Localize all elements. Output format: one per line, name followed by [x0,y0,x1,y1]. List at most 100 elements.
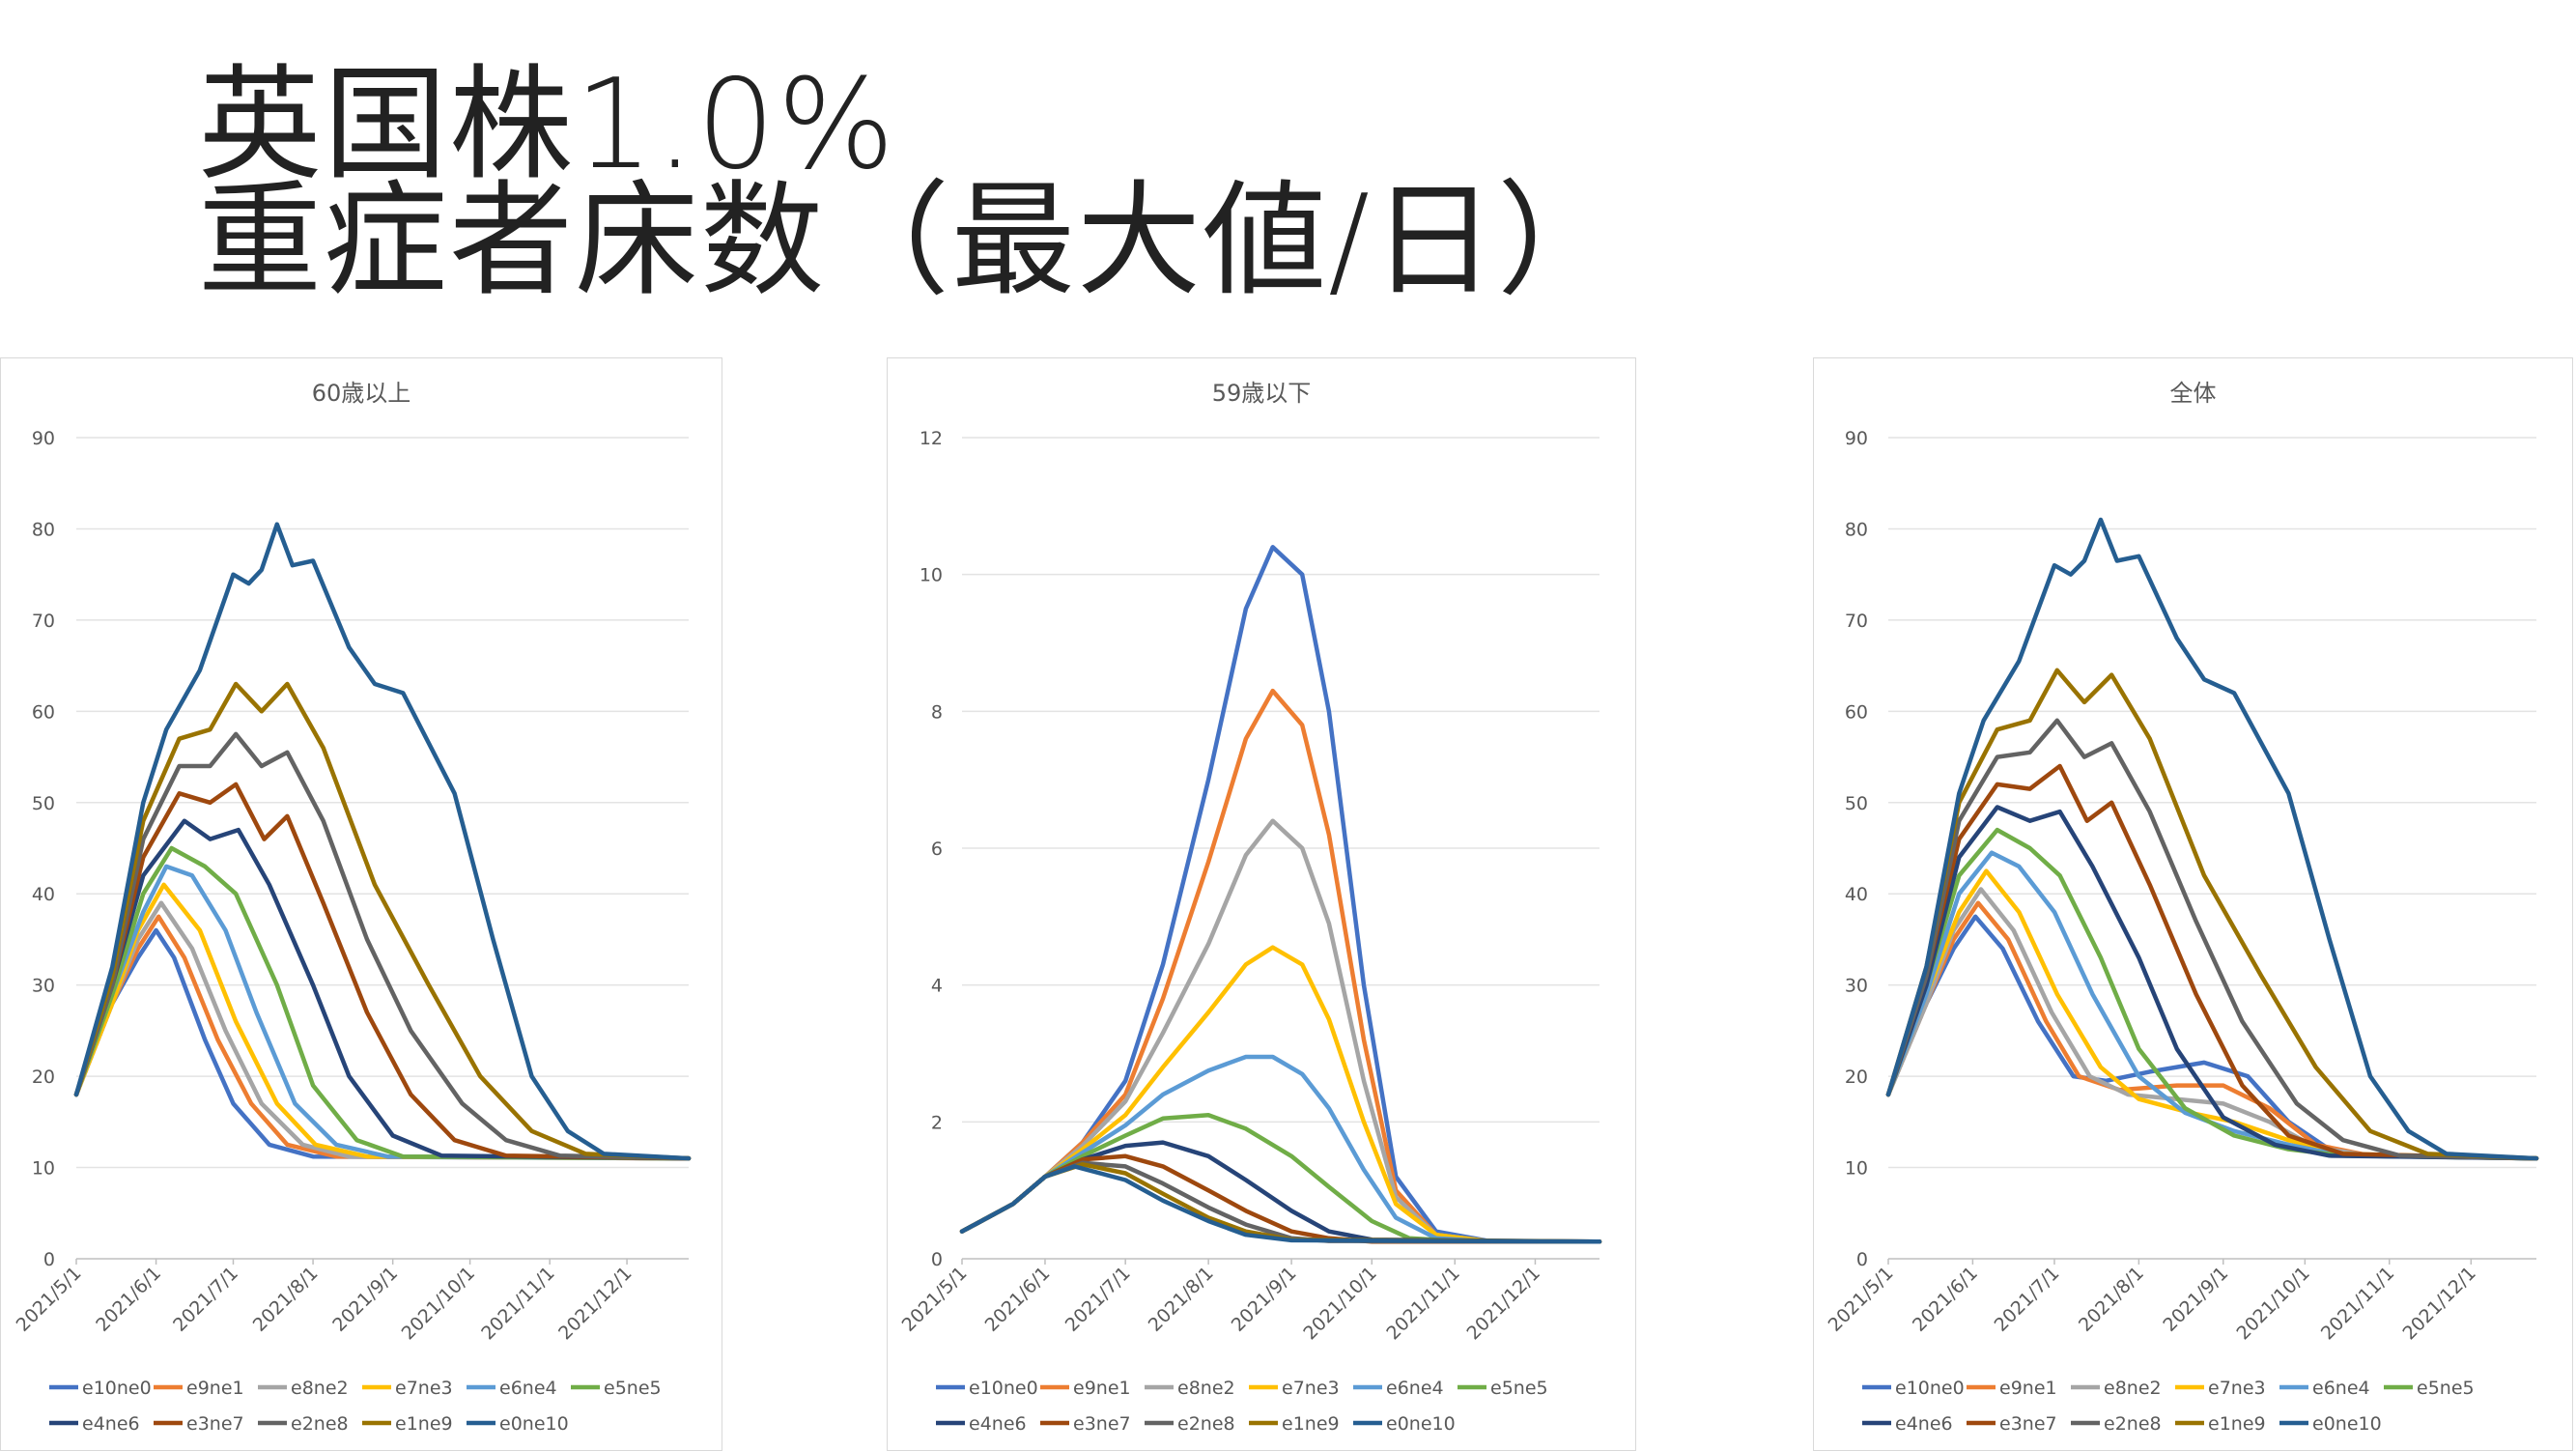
legend-label: e8ne2 [2104,1378,2162,1399]
legend-label: e9ne1 [1073,1378,1131,1399]
y-tick-label: 4 [931,976,943,997]
y-tick-label: 10 [920,565,943,586]
legend-label: e5ne5 [2417,1378,2475,1399]
legend-item-e4ne6: e4ne6 [1862,1413,1953,1435]
x-tick-label: 2021/10/1 [1299,1263,1380,1344]
x-tick-label: 2021/7/1 [1991,1263,2064,1336]
chart-panel-60-plus: 60歳以上 0 10 20 30 40 50 60 70 80 90 2021/5/1 2021/6/1… [0,357,722,1451]
x-tick-label: 2021/9/1 [1228,1263,1301,1336]
legend-label: e6ne4 [2312,1378,2370,1399]
legend-item-e2ne8: e2ne8 [1145,1413,1235,1435]
x-tick-label: 2021/7/1 [1062,1263,1135,1336]
y-tick-label: 20 [1845,1067,1868,1088]
legend-item-e0ne10: e0ne10 [1353,1413,1456,1435]
legend-label: e1ne9 [2208,1413,2266,1435]
y-tick-label: 70 [32,611,55,632]
series-line-e5ne5 [959,1113,1602,1244]
legend-item-e4ne6: e4ne6 [936,1413,1027,1435]
legend-label: e7ne3 [1282,1378,1340,1399]
y-tick-label: 0 [1856,1249,1868,1270]
series-line-e1ne9 [1885,668,2539,1161]
legend-item-e5ne5: e5ne5 [2384,1378,2475,1399]
series-line-e4ne6 [1885,805,2539,1161]
legend-label: e9ne1 [186,1378,244,1399]
legend-item-e5ne5: e5ne5 [1458,1378,1548,1399]
y-tick-label: 6 [931,839,943,860]
legend-item-e3ne7: e3ne7 [154,1413,244,1435]
legend-label: e5ne5 [1490,1378,1548,1399]
legend-item-e6ne4: e6ne4 [2279,1378,2370,1399]
x-tick-label: 2021/12/1 [2398,1263,2479,1344]
legend-label: e5ne5 [604,1378,662,1399]
legend-label: e4ne6 [969,1413,1027,1435]
series-line-e9ne1 [959,688,1602,1244]
legend-label: e3ne7 [1073,1413,1131,1435]
series-line-e0ne10 [1885,517,2539,1161]
legend-item-e5ne5: e5ne5 [571,1378,662,1399]
series-line-e10ne0 [959,545,1602,1244]
series-line-e10ne0 [1885,914,2539,1161]
y-tick-label: 80 [1845,519,1868,540]
y-tick-label: 2 [931,1112,943,1133]
y-tick-label: 60 [32,701,55,723]
x-tick-label: 2021/6/1 [92,1263,165,1336]
series-line-e6ne4 [73,864,692,1161]
legend-item-e6ne4: e6ne4 [1353,1378,1444,1399]
series-line-e3ne7 [73,782,692,1161]
x-tick-label: 2021/11/1 [2317,1263,2398,1344]
x-tick-label: 2021/9/1 [328,1263,402,1336]
legend-item-e7ne3: e7ne3 [2175,1378,2266,1399]
x-tick-label: 2021/9/1 [2159,1263,2232,1336]
x-tick-label: 2021/6/1 [981,1263,1055,1336]
legend-item-e8ne2: e8ne2 [2071,1378,2162,1399]
legend-label: e0ne10 [1386,1413,1456,1435]
x-tick-label: 2021/11/1 [477,1263,558,1344]
legend-label: e6ne4 [1386,1378,1444,1399]
chart-panel-total: 全体 0 10 20 30 40 50 60 70 80 90 2021/5/1 2021/6/1 202… [1813,357,2573,1451]
y-tick-label: 60 [1845,701,1868,723]
chart-panel-59-under: 59歳以下 0 2 4 6 8 10 12 2021/5/1 2021/6/1 2021/7/1 20… [887,357,1636,1451]
legend-label: e10ne0 [969,1378,1038,1399]
x-tick-label: 2021/11/1 [1382,1263,1463,1344]
chart-60-plus-svg: 60歳以上 0 10 20 30 40 50 60 70 80 90 2021/5/1 2021/6/1… [13,380,692,1435]
x-tick-label: 2021/12/1 [554,1263,636,1344]
legend-label: e10ne0 [82,1378,152,1399]
legend-label: e8ne2 [1177,1378,1235,1399]
x-tick-label: 2021/8/1 [1145,1263,1218,1336]
legend-item-e6ne4: e6ne4 [467,1378,557,1399]
x-tick-label: 2021/5/1 [1825,1263,1898,1336]
x-tick-label: 2021/7/1 [169,1263,242,1336]
legend-item-e9ne1: e9ne1 [1967,1378,2057,1399]
legend-label: e7ne3 [395,1378,453,1399]
series-line-e7ne3 [73,882,692,1161]
series-line-e0ne10 [959,1164,1602,1244]
legend-item-e4ne6: e4ne6 [49,1413,140,1435]
y-tick-label: 70 [1845,611,1868,632]
y-tick-label: 8 [931,701,943,723]
y-tick-label: 10 [32,1158,55,1180]
series-line-e1ne9 [73,681,692,1161]
legend-label: e8ne2 [291,1378,349,1399]
series-line-e7ne3 [959,945,1602,1244]
series-line-e5ne5 [73,845,692,1161]
legend-label: e3ne7 [186,1413,244,1435]
series-line-e5ne5 [1885,827,2539,1161]
legend-label: e3ne7 [1999,1413,2057,1435]
legend-label: e10ne0 [1895,1378,1965,1399]
x-tick-label: 2021/8/1 [249,1263,323,1336]
y-tick-label: 20 [32,1067,55,1088]
x-tick-label: 2021/8/1 [2075,1263,2148,1336]
legend-label: e1ne9 [1282,1413,1340,1435]
legend-item-e10ne0: e10ne0 [49,1378,152,1399]
slide-title-line-2: 重症者床数（最大値/日） [198,169,1624,313]
legend-item-e1ne9: e1ne9 [362,1413,453,1435]
legend-item-e8ne2: e8ne2 [258,1378,349,1399]
chart-title-total: 全体 [2170,380,2217,407]
y-tick-label: 10 [1845,1158,1868,1180]
y-tick-label: 40 [1845,884,1868,905]
series-line-e2ne8 [73,731,692,1161]
legend-item-e9ne1: e9ne1 [1040,1378,1131,1399]
y-tick-label: 90 [32,428,55,449]
legend-item-e3ne7: e3ne7 [1040,1413,1131,1435]
